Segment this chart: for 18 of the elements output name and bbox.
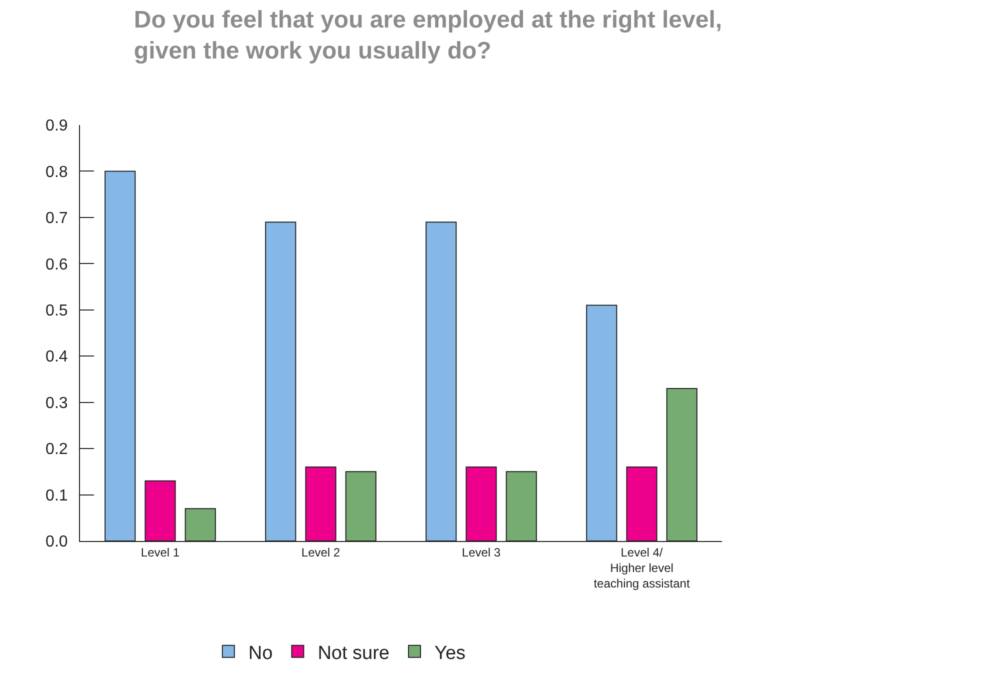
y-tick-label: 0.8 [46,164,68,181]
y-tick-label: 0.6 [46,256,68,274]
legend-label: No [248,642,273,664]
y-tick-label: 0.2 [46,441,68,458]
legend-label: Not sure [318,642,390,664]
y-tick-label: 0.7 [46,210,68,228]
x-tick-label: Level 2 [301,545,340,560]
y-tick-label: 0.5 [46,302,68,320]
legend-label: Yes [434,642,466,664]
chart-title: Do you feel that you are employed at the right level, given the work you usually do? [134,6,722,64]
y-tick-label: 0.1 [46,487,68,504]
y-tick-label: 0.4 [46,348,68,366]
x-tick-label: Level 3 [462,545,501,560]
x-tick-label: Level 4/ Higher level teaching assistant [594,545,690,591]
y-tick-label: 0.3 [46,394,68,412]
x-tick-label: Level 1 [140,545,180,560]
y-tick-label: 0.9 [46,118,68,135]
y-tick-label: 0.0 [46,534,68,551]
